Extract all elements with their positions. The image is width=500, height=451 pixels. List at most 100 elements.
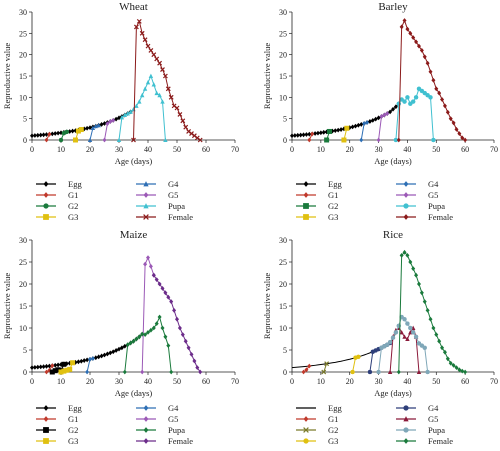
- data-point: [422, 345, 427, 351]
- legend-entry-female: Female: [396, 212, 453, 222]
- data-point: [457, 131, 462, 136]
- data-point: [350, 369, 355, 375]
- legend-entry-g1: G1: [36, 190, 78, 200]
- data-point: [434, 86, 439, 92]
- data-point: [315, 130, 320, 136]
- y-tick-label: 25: [19, 29, 27, 38]
- series-g1: [44, 363, 55, 375]
- series-g2: [321, 361, 330, 375]
- data-point: [148, 327, 153, 333]
- y-tick-label: 5: [283, 115, 287, 124]
- data-point: [30, 133, 34, 139]
- x-tick-label: 60: [202, 145, 210, 154]
- y-axis-label: Reproductive value: [2, 273, 12, 340]
- data-point: [61, 361, 67, 367]
- legend-swatch-marker: [403, 438, 409, 444]
- data-point: [405, 253, 410, 258]
- data-point: [114, 348, 119, 353]
- data-point: [428, 316, 433, 322]
- data-point: [142, 86, 148, 91]
- series-line: [323, 363, 328, 373]
- legend-swatch-marker: [43, 192, 49, 198]
- data-point: [408, 325, 413, 331]
- y-tick-label: 20: [19, 280, 27, 289]
- data-point: [422, 299, 427, 304]
- data-point: [448, 360, 453, 366]
- data-point: [163, 334, 168, 340]
- data-point: [53, 131, 58, 136]
- data-point: [396, 137, 401, 143]
- data-point: [313, 131, 318, 136]
- data-point: [336, 127, 341, 133]
- data-point: [38, 364, 43, 370]
- data-point: [454, 126, 459, 132]
- legend-label: G3: [68, 436, 78, 446]
- data-point: [416, 369, 422, 374]
- data-point: [356, 122, 361, 128]
- data-point: [414, 39, 419, 45]
- data-point: [434, 332, 439, 337]
- data-point: [32, 364, 37, 370]
- data-point: [445, 109, 450, 115]
- series-g3: [341, 125, 350, 143]
- legend-label: Female: [168, 436, 193, 446]
- y-tick-label: 20: [19, 51, 27, 60]
- legend-entry-egg: Egg: [36, 403, 82, 413]
- x-tick-label: 60: [461, 145, 469, 154]
- data-point: [307, 363, 312, 369]
- legend-swatch-marker: [143, 416, 149, 422]
- data-point: [53, 362, 58, 368]
- x-tick-label: 40: [144, 145, 152, 154]
- data-point: [431, 77, 436, 83]
- series-line: [133, 19, 201, 141]
- data-point: [119, 114, 125, 120]
- legend-label: G1: [68, 190, 78, 200]
- x-tick-label: 20: [346, 145, 354, 154]
- data-point: [99, 122, 104, 127]
- y-tick-label: 25: [19, 258, 27, 267]
- series-g3: [73, 127, 84, 143]
- x-tick-label: 10: [317, 377, 325, 386]
- data-point: [301, 132, 306, 138]
- data-point: [154, 90, 159, 96]
- legend-label: Female: [428, 212, 453, 222]
- data-point: [76, 359, 81, 365]
- data-point: [47, 363, 52, 369]
- x-tick-label: 40: [403, 377, 411, 386]
- data-point: [304, 132, 309, 137]
- data-point: [131, 338, 136, 344]
- legend-label: G3: [328, 212, 338, 222]
- data-point: [399, 24, 404, 30]
- data-point: [408, 259, 413, 265]
- data-point: [416, 281, 421, 287]
- data-point: [195, 365, 200, 370]
- y-tick-label: 15: [19, 72, 27, 81]
- legend-label: G1: [328, 190, 338, 200]
- data-point: [163, 290, 168, 296]
- legend-swatch-marker: [43, 438, 49, 444]
- legend-entry-g5: G5: [136, 414, 178, 424]
- data-point: [451, 363, 456, 368]
- data-point: [341, 137, 347, 143]
- data-point: [143, 261, 148, 267]
- legend-entry-female: Female: [396, 436, 453, 446]
- data-point: [143, 332, 148, 337]
- series-g2: [58, 129, 70, 143]
- data-point: [410, 99, 416, 104]
- y-tick-label: 25: [279, 258, 287, 267]
- y-tick-label: 30: [279, 8, 287, 17]
- data-point: [131, 137, 136, 143]
- data-point: [463, 369, 468, 375]
- legend-entry-g4: G4: [396, 179, 439, 189]
- x-tick-label: 0: [290, 145, 294, 154]
- data-point: [307, 131, 312, 137]
- data-point: [142, 37, 148, 43]
- data-point: [125, 342, 130, 348]
- series-pupa: [116, 73, 168, 142]
- y-tick-label: 5: [283, 346, 287, 355]
- data-point: [425, 60, 430, 66]
- data-point: [67, 366, 73, 372]
- x-tick-label: 10: [57, 377, 65, 386]
- legend-swatch-marker: [143, 192, 149, 198]
- y-axis-label: Reproductive value: [2, 43, 12, 110]
